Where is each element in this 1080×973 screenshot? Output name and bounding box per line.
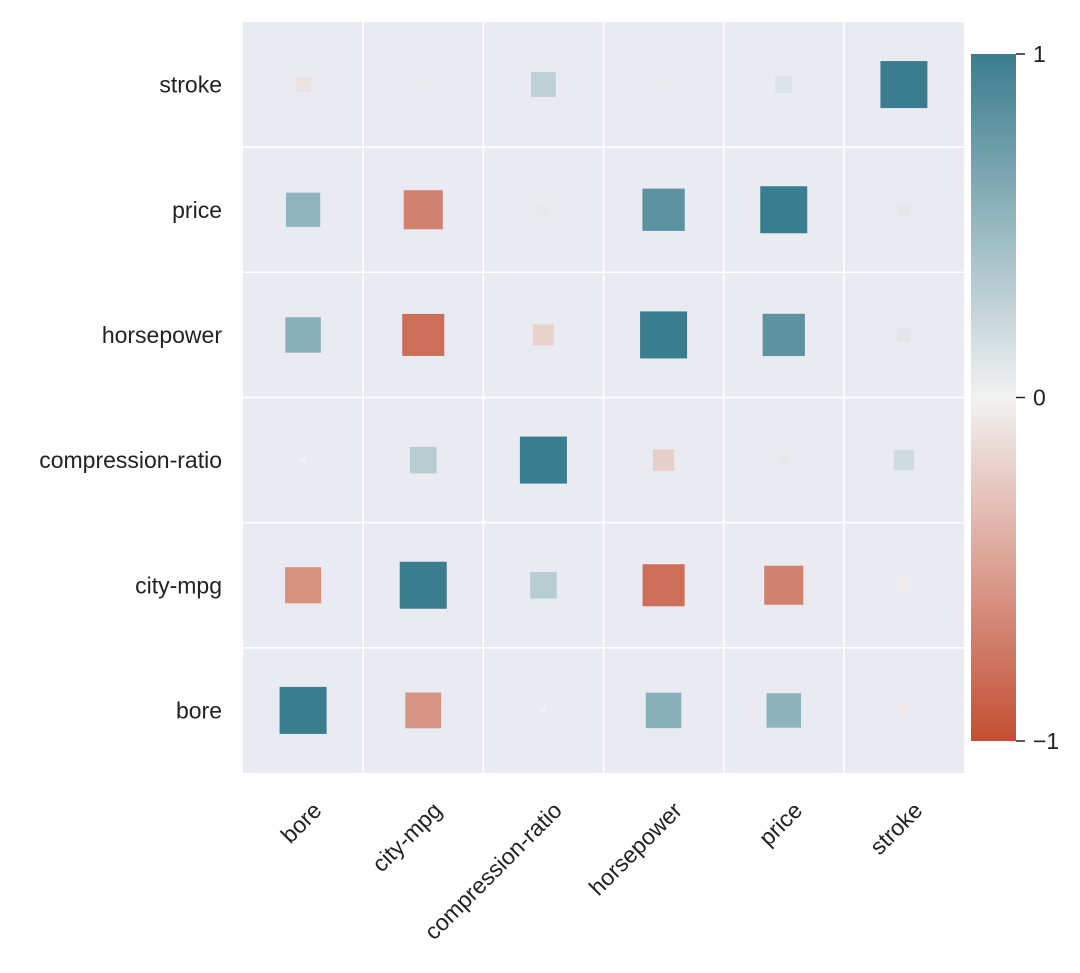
y-axis-labels: stroke price horsepower compression-ratio ci… bbox=[39, 72, 222, 724]
grid-lines bbox=[243, 22, 964, 773]
heatmap-cell-stroke-bore bbox=[295, 77, 311, 93]
heatmap-cell-stroke-stroke bbox=[880, 61, 928, 109]
heatmap-cell-city-mpg-price bbox=[764, 565, 804, 605]
heatmap-cell-bore-city-mpg bbox=[405, 692, 442, 729]
heatmap-cell-city-mpg-city-mpg bbox=[399, 561, 447, 609]
heatmap-cell-horsepower-city-mpg bbox=[402, 313, 445, 356]
colorbar-gradient bbox=[971, 54, 1016, 741]
heatmap-cell-stroke-price bbox=[775, 76, 793, 94]
heatmap-cell-price-city-mpg bbox=[403, 190, 443, 230]
heatmap-cell-bore-bore bbox=[279, 686, 327, 734]
heatmap-cell-city-mpg-horsepower bbox=[642, 564, 685, 607]
heatmap-cell-horsepower-bore bbox=[285, 317, 321, 353]
heatmap-cell-city-mpg-stroke bbox=[899, 580, 909, 590]
y-tick-label: price bbox=[172, 197, 222, 223]
heatmap-cell-stroke-city-mpg bbox=[417, 78, 430, 91]
heatmap-cell-city-mpg-bore bbox=[285, 567, 322, 604]
x-tick-label: city-mpg bbox=[367, 797, 447, 877]
heatmap-cell-horsepower-price bbox=[762, 313, 805, 357]
heatmap-cell-bore-stroke bbox=[898, 704, 910, 717]
heatmap-cell-bore-compression-ratio bbox=[541, 708, 546, 713]
heatmap-cell-horsepower-compression-ratio bbox=[532, 324, 554, 346]
colorbar-tick-label: 1 bbox=[1033, 41, 1046, 67]
y-tick-label: city-mpg bbox=[135, 572, 222, 598]
y-tick-label: compression-ratio bbox=[39, 447, 222, 473]
y-tick-label: stroke bbox=[159, 72, 222, 98]
heatmap-cell-price-price bbox=[760, 186, 808, 234]
heatmap-cell-bore-horsepower bbox=[645, 692, 682, 729]
heatmap-cell-compression-ratio-price bbox=[777, 453, 790, 467]
heatmap-cell-compression-ratio-stroke bbox=[893, 449, 915, 471]
x-tick-label: price bbox=[754, 797, 808, 851]
heatmap-cell-price-compression-ratio bbox=[537, 203, 550, 216]
heatmap-cell-price-bore bbox=[285, 192, 321, 227]
colorbar-tick-label: −1 bbox=[1033, 728, 1059, 754]
heatmap-cell-horsepower-horsepower bbox=[640, 311, 688, 359]
x-tick-label: bore bbox=[276, 797, 327, 848]
colorbar-tick-label: 0 bbox=[1033, 385, 1046, 411]
heatmap-cell-city-mpg-compression-ratio bbox=[530, 571, 557, 599]
heatmap-cell-price-horsepower bbox=[642, 188, 685, 231]
heatmap-squares bbox=[279, 61, 928, 734]
heatmap-cell-compression-ratio-bore bbox=[300, 457, 306, 463]
heatmap-cell-stroke-horsepower bbox=[657, 78, 670, 91]
x-tick-label: stroke bbox=[865, 797, 928, 860]
heatmap-cell-bore-price bbox=[766, 693, 802, 728]
heatmap-cell-horsepower-stroke bbox=[896, 327, 911, 342]
heatmap-cell-compression-ratio-compression-ratio bbox=[519, 436, 567, 484]
x-tick-label: horsepower bbox=[584, 797, 688, 901]
heatmap-cell-stroke-compression-ratio bbox=[530, 72, 556, 98]
y-tick-label: bore bbox=[176, 697, 222, 723]
colorbar: 1 0 −1 bbox=[971, 41, 1059, 754]
heatmap-cell-compression-ratio-city-mpg bbox=[409, 446, 437, 474]
y-tick-label: horsepower bbox=[102, 322, 223, 348]
heatmap-cell-compression-ratio-horsepower bbox=[652, 449, 675, 471]
heatmap-cell-price-stroke bbox=[897, 203, 911, 217]
